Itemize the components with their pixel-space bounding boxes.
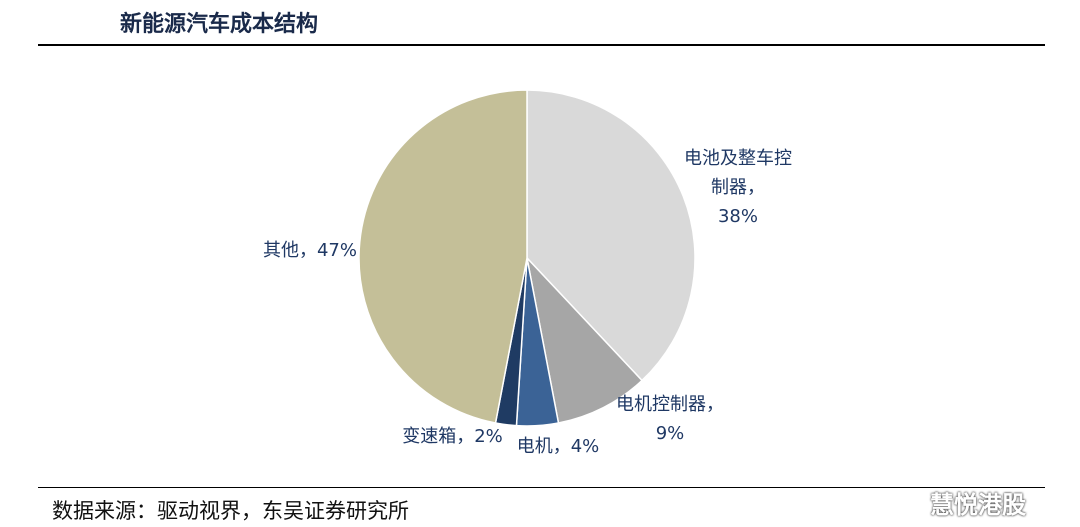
label-separator: ， [706,394,724,415]
data-label: 电机控制器， 9% [605,390,735,448]
title-rule [38,44,1045,46]
category-label: 其他 [262,240,299,261]
label-separator: ， [456,426,475,447]
data-label: 变速箱，2% [390,422,515,451]
category-label: 变速箱 [402,426,457,447]
source-note: 数据来源：驱动视界，东吴证券研究所 [52,499,409,523]
category-label: 电机控制器 [616,394,706,415]
label-separator: ， [552,436,571,457]
value-label: 2% [474,426,503,447]
pie-slice [358,89,528,424]
value-label: 4% [570,436,600,457]
pie-slice [525,255,644,424]
footer-rule [38,487,1045,488]
value-label: 47% [316,240,357,261]
data-label: 电池及整车控制器， 38% [680,144,796,231]
chart-title: 新能源汽车成本结构 [120,11,319,37]
label-separator: ， [298,240,317,261]
label-separator: ， [747,177,765,198]
value-label: 38% [717,206,758,227]
data-label: 电机，4% [508,432,608,461]
category-label: 电机 [516,436,553,457]
watermark: 慧悦港股 [930,491,1026,519]
value-label: 9% [655,423,685,444]
data-label: 其他，47% [255,236,365,265]
category-label: 电池及整车控制器 [684,148,792,198]
pie-slice [526,89,696,382]
